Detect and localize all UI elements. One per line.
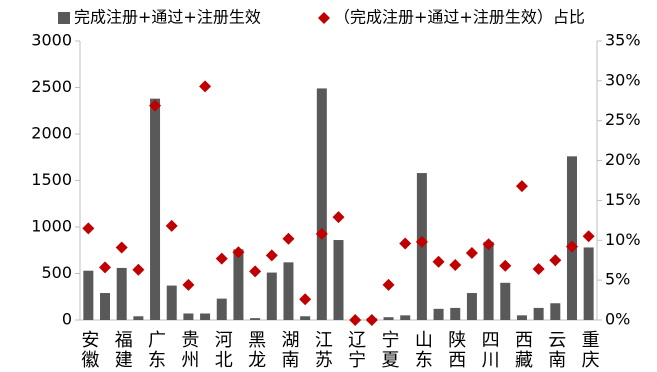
y2-tick-label: 10% <box>605 230 641 249</box>
y-tick-label: 2500 <box>31 77 72 96</box>
bar <box>200 313 211 320</box>
bar <box>116 267 127 320</box>
diamond-marker <box>215 252 228 265</box>
diamond-marker <box>282 232 295 245</box>
bar <box>516 315 527 320</box>
diamond-marker <box>99 261 112 274</box>
diamond-marker <box>532 262 545 275</box>
y-tick-label: 500 <box>41 263 72 282</box>
bar <box>533 307 544 320</box>
bar <box>566 156 577 320</box>
y-tick-label: 1000 <box>31 217 72 236</box>
bar <box>266 272 277 320</box>
diamond-marker <box>499 259 512 272</box>
bar <box>333 240 344 320</box>
diamond-marker <box>365 314 378 326</box>
y-tick-label: 0 <box>62 310 72 329</box>
x-tick-label: 云南 <box>545 330 566 370</box>
bar <box>400 315 411 320</box>
bar <box>500 282 511 320</box>
diamond-marker <box>82 222 95 235</box>
diamond-marker <box>315 227 328 240</box>
x-tick-label: 湖南 <box>278 330 299 370</box>
legend-swatch <box>58 12 70 24</box>
x-tick-label: 山东 <box>412 330 433 370</box>
diamond-marker <box>565 240 578 253</box>
bar <box>583 247 594 320</box>
bar <box>466 293 477 320</box>
diamond-marker <box>465 247 478 260</box>
bar <box>550 303 561 320</box>
bar <box>166 285 177 320</box>
bar <box>83 270 94 320</box>
x-tick-label: 陕西 <box>445 330 466 370</box>
diamond-marker <box>232 246 245 259</box>
diamond-marker <box>265 249 278 262</box>
bar <box>450 307 461 320</box>
diamond-marker <box>449 258 462 271</box>
bar <box>283 262 294 320</box>
diamond-marker <box>549 254 562 267</box>
x-tick-label: 重庆 <box>579 330 600 370</box>
diamond-marker <box>399 237 412 250</box>
diamond-marker <box>165 219 178 232</box>
y2-tick-label: 35% <box>605 31 641 50</box>
x-tick-label: 辽宁 <box>345 330 366 370</box>
y2-tick-label: 30% <box>605 70 641 89</box>
diamond-marker <box>299 293 312 306</box>
diamond-marker <box>515 180 528 193</box>
bar <box>216 298 227 320</box>
y2-tick-label: 15% <box>605 190 641 209</box>
diamond-marker <box>249 265 262 278</box>
bar <box>250 318 261 320</box>
x-tick-label: 黑龙 <box>245 330 266 370</box>
x-tick-label: 宁夏 <box>379 330 400 370</box>
y-tick-label: 1500 <box>31 170 72 189</box>
legend-label: 完成注册+通过+注册生效 <box>74 8 261 27</box>
bar <box>183 313 194 320</box>
bar <box>150 98 161 320</box>
diamond-marker <box>115 241 128 254</box>
y-tick-label: 3000 <box>31 31 72 50</box>
x-tick-label: 福建 <box>112 330 133 370</box>
bar <box>433 308 444 320</box>
y-tick-label: 2000 <box>31 124 72 143</box>
diamond-marker <box>582 230 595 243</box>
diamond-marker <box>415 235 428 248</box>
bar <box>383 317 394 320</box>
y2-tick-label: 5% <box>605 270 630 289</box>
x-tick-label: 安徽 <box>78 330 99 370</box>
bar <box>316 88 327 321</box>
bar <box>483 241 494 320</box>
x-tick-label: 西藏 <box>512 330 533 370</box>
legend-label: （完成注册+通过+注册生效）占比 <box>334 8 585 27</box>
diamond-marker <box>149 99 162 112</box>
bar <box>133 316 144 320</box>
legend-swatch <box>318 12 330 24</box>
y2-tick-label: 0% <box>605 310 630 329</box>
y2-tick-label: 20% <box>605 150 641 169</box>
diamond-marker <box>432 255 445 268</box>
diamond-marker <box>482 238 495 251</box>
y2-tick-label: 25% <box>605 110 641 129</box>
bar <box>233 249 244 320</box>
diamond-marker <box>182 278 195 291</box>
x-tick-label: 贵州 <box>178 330 199 370</box>
x-tick-label: 河北 <box>212 330 233 370</box>
diamond-marker <box>132 263 145 276</box>
x-tick-label: 江苏 <box>312 330 333 370</box>
diamond-marker <box>382 278 395 291</box>
bar <box>100 293 111 320</box>
diamond-marker <box>349 314 362 326</box>
x-tick-label: 四川 <box>479 330 500 370</box>
bar <box>300 316 311 320</box>
diamond-marker <box>199 80 212 93</box>
diamond-marker <box>332 211 345 224</box>
x-tick-label: 广东 <box>145 330 166 370</box>
